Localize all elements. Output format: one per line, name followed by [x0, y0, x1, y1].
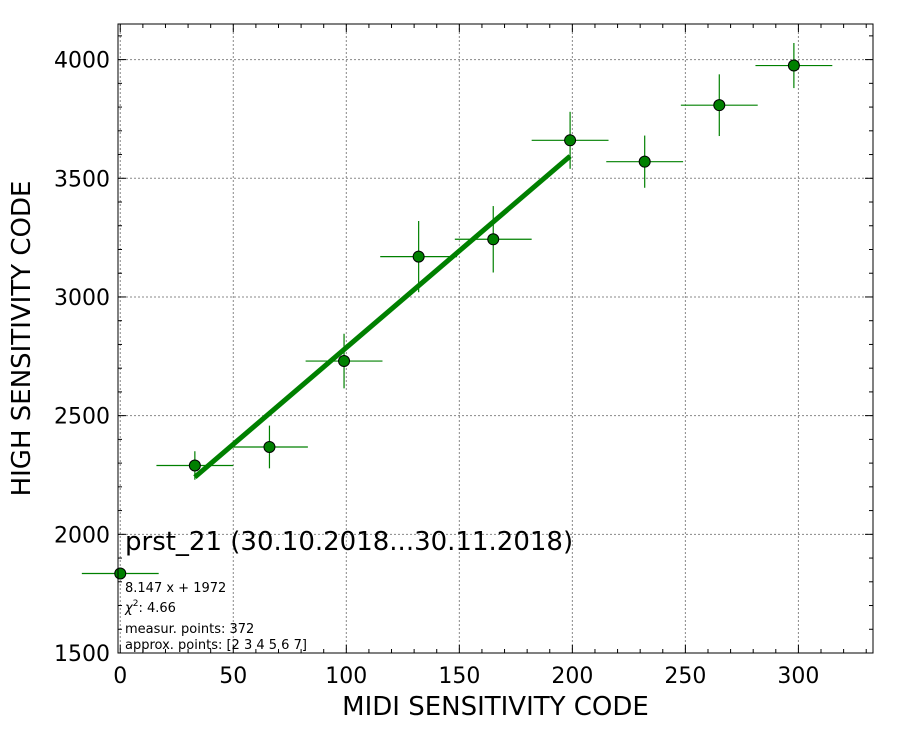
point-marker [564, 134, 577, 147]
x-tick-label: 0 [113, 664, 127, 689]
y-tick-label: 2000 [54, 523, 110, 548]
point-marker [338, 355, 351, 368]
data-point [755, 42, 833, 89]
point-marker [713, 99, 726, 112]
data-point [380, 221, 458, 293]
point-marker [188, 459, 201, 472]
x-axis-label: MIDI SENSITIVITY CODE [342, 692, 649, 722]
point-marker [638, 155, 651, 168]
x-tick-label: 50 [219, 664, 247, 689]
annotation-equation: 8.147 x + 1972 [125, 581, 226, 596]
annotation-approx-points: approx. points: [2 3 4 5 6 7] [125, 638, 307, 653]
data-point [454, 206, 532, 273]
point-marker [114, 567, 127, 580]
point-marker [787, 59, 800, 72]
chi2-value: : 4.66 [138, 601, 175, 616]
annotation-measur-points: measur. points: 372 [125, 622, 254, 637]
x-tick-label: 100 [325, 664, 367, 689]
chi2-symbol: χ [124, 601, 134, 616]
fit-line-layer [193, 154, 572, 480]
point-marker [412, 250, 425, 263]
data-point [156, 451, 234, 480]
y-axis-label: HIGH SENSITIVITY CODE [7, 181, 37, 497]
y-tick-label: 1500 [54, 642, 110, 667]
data-point [606, 135, 684, 188]
data-point [81, 567, 159, 580]
data-point [305, 333, 383, 389]
y-tick-label: 3500 [54, 167, 110, 192]
data-point [680, 74, 758, 137]
point-marker [263, 440, 276, 453]
data-point [531, 111, 609, 169]
annotation-title: prst_21 (30.10.2018...30.11.2018) [125, 527, 573, 557]
y-tick-label: 3000 [54, 286, 110, 311]
fit-line [193, 154, 572, 480]
y-tick-label: 4000 [54, 49, 110, 74]
x-tick-label: 150 [438, 664, 480, 689]
x-tick-label: 200 [551, 664, 593, 689]
data-point [231, 425, 308, 469]
x-tick-label: 300 [777, 664, 819, 689]
points-layer [81, 42, 833, 580]
annotation-chi2: χ2: 4.66 [124, 599, 176, 616]
y-tick-label: 2500 [54, 405, 110, 430]
point-marker [487, 233, 500, 246]
ticks: 0 50 100 150 200 250 300 1500 2000 2500 3000 3500 40… [54, 24, 873, 689]
x-tick-label: 250 [664, 664, 706, 689]
grid [118, 24, 873, 654]
plot-frame [117, 23, 874, 654]
chi2-superscript: 2 [133, 599, 139, 609]
